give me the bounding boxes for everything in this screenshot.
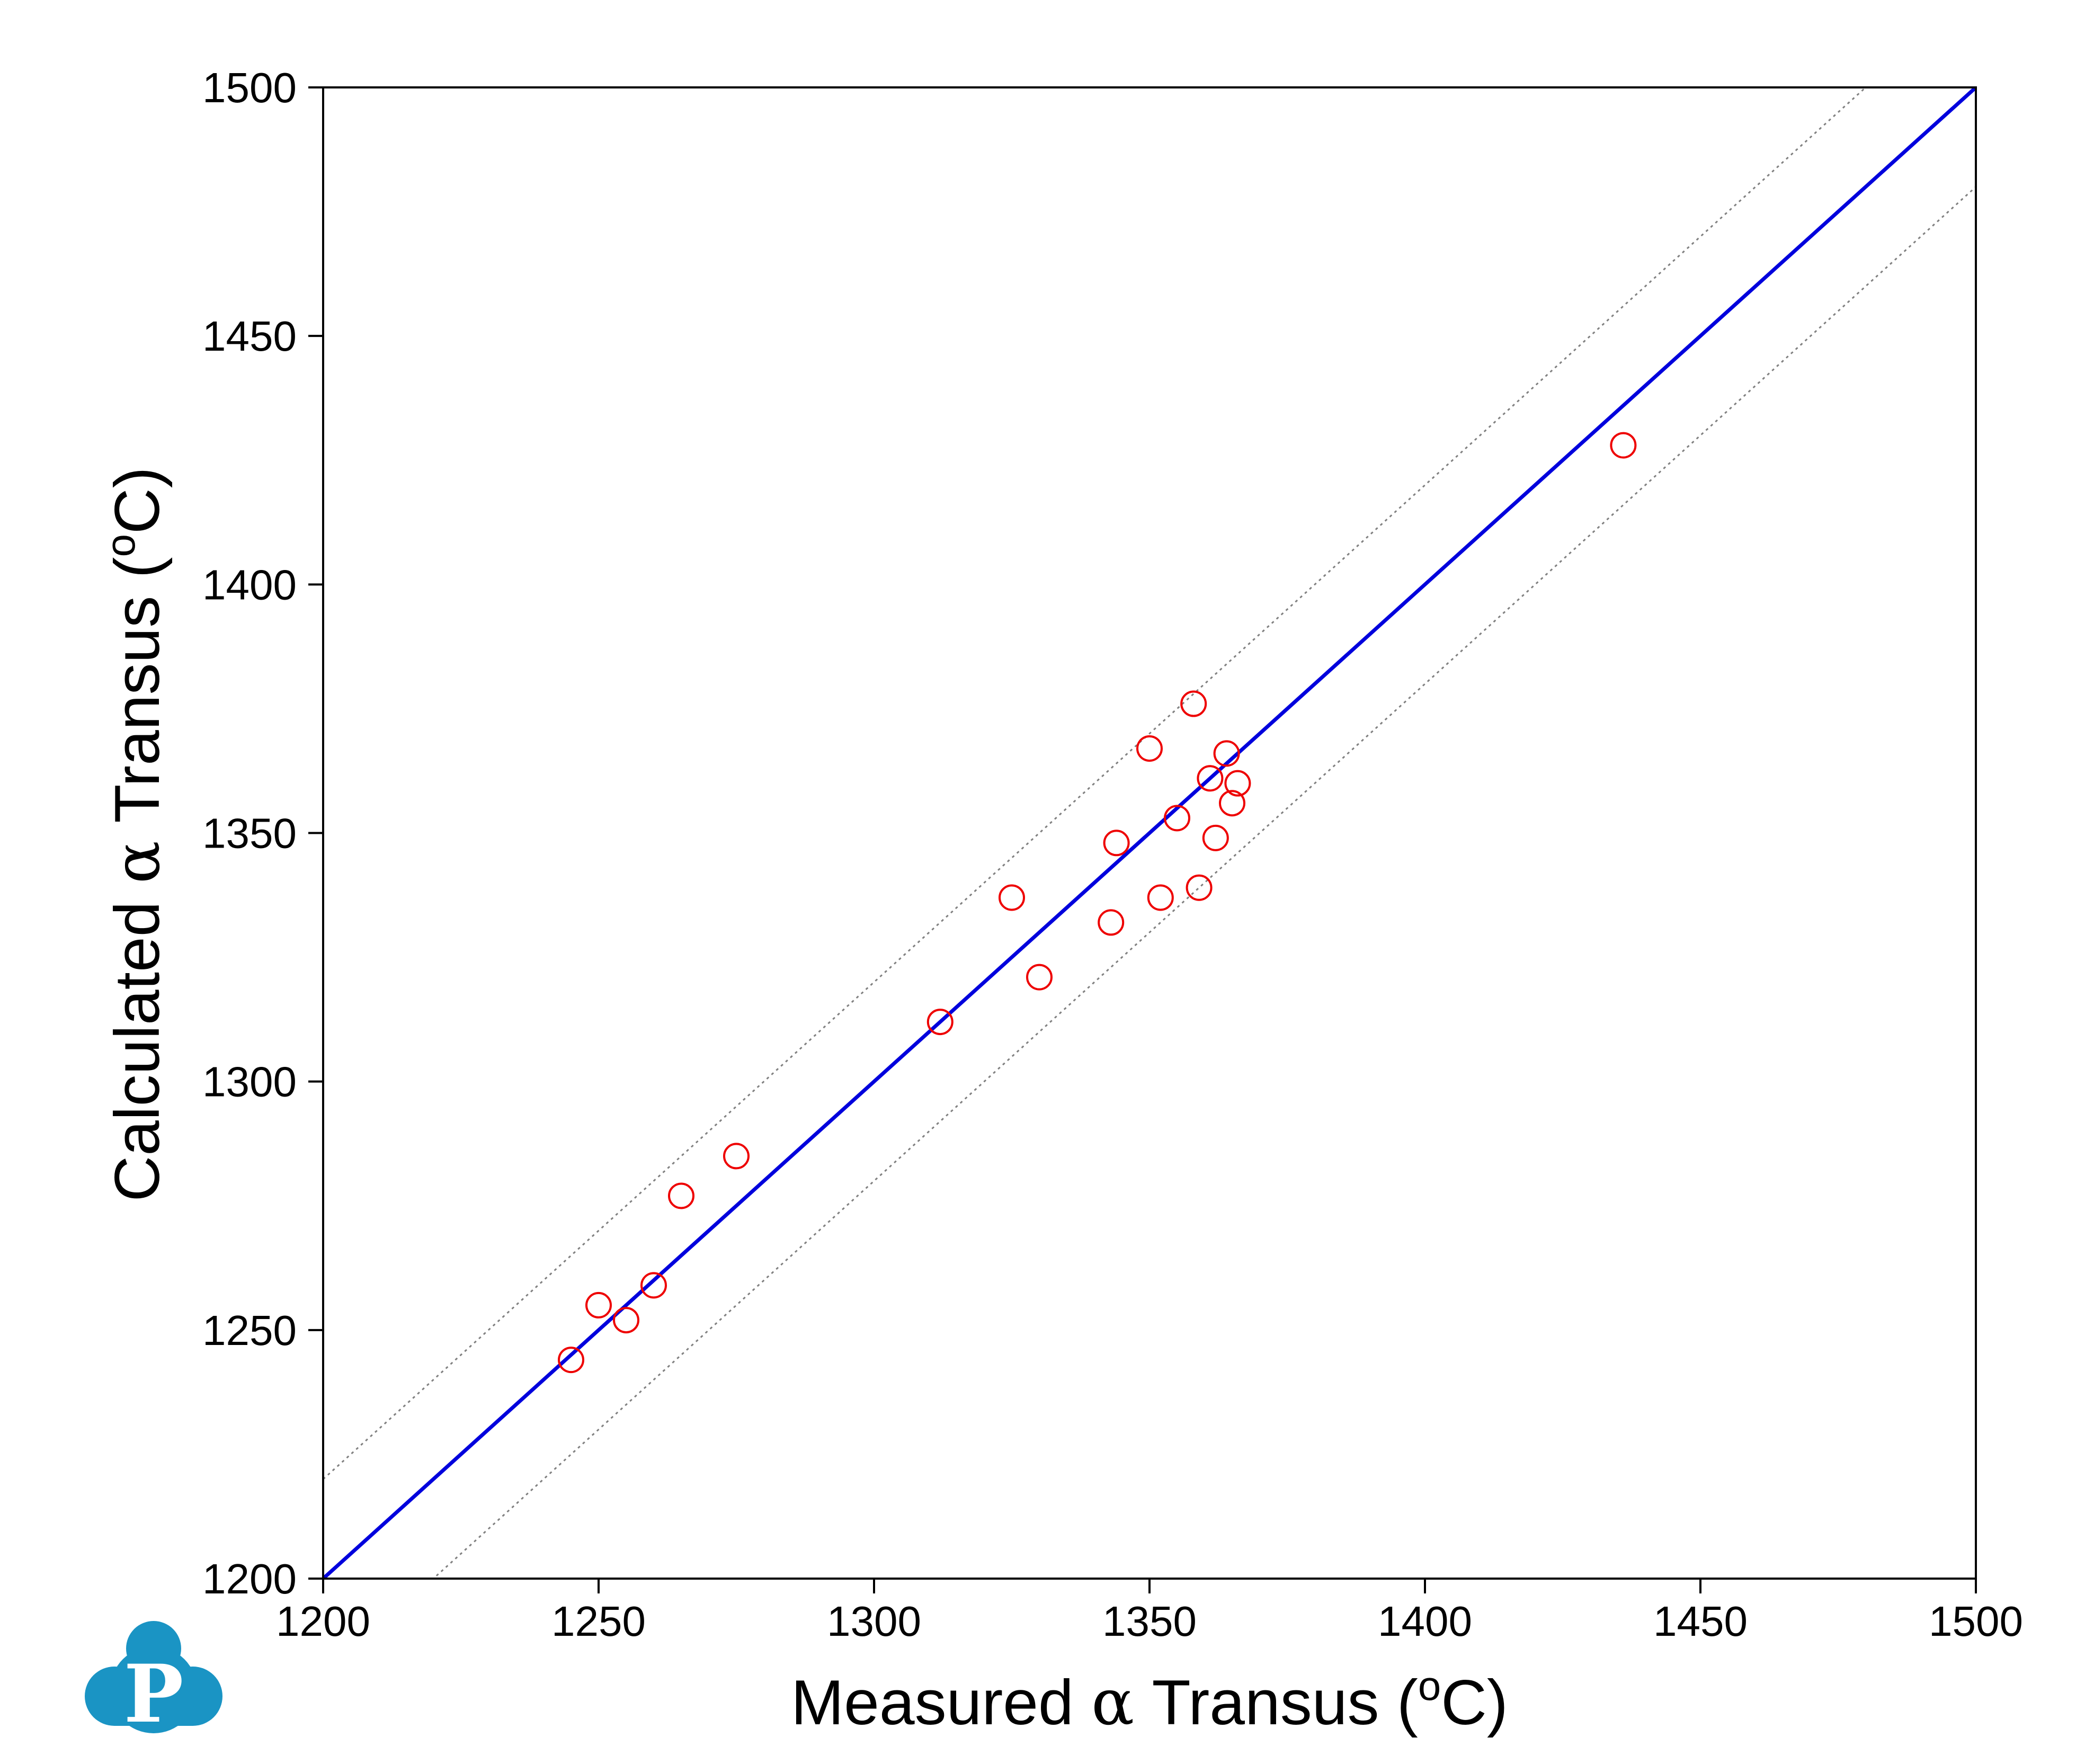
y-axis-title-suffix: C) [102,467,173,534]
x-axis-title-prefix: Measured [791,1667,1091,1738]
data-point [1164,805,1190,832]
x-tick-label: 1300 [827,1598,921,1645]
x-axis-title-greek: α [1091,1666,1134,1740]
x-axis-title-mid: Transus ( [1134,1667,1418,1738]
data-point [1219,790,1245,817]
x-tick-label: 1450 [1653,1598,1748,1645]
data-point [999,884,1025,911]
y-tick-label: 1300 [202,1058,297,1106]
y-axis-title: Calculated α Transus (oC) [97,467,174,1201]
reference-line-identity [323,87,1976,1579]
x-tick-label: 1350 [1102,1598,1197,1645]
data-point [668,1182,694,1209]
data-point [1098,909,1125,936]
y-axis-title-greek: α [101,841,174,884]
logo-cloud-shape [85,1621,222,1733]
y-axis-title-sup: o [97,534,144,557]
data-point [1180,690,1207,717]
pandat-logo: P [85,1621,222,1741]
data-point [723,1143,750,1170]
data-point [1610,432,1637,459]
logo-letter: P [124,1647,184,1741]
reference-line-lower-bound [432,186,1976,1579]
y-tick-label: 1500 [202,64,297,111]
y-axis-ticks: 1200 1250 1300 1350 1400 1450 1500 [202,64,323,1602]
reference-lines [323,87,1976,1579]
data-point [558,1347,584,1374]
x-axis-ticks: 1200 1250 1300 1350 1400 1450 1500 [276,1579,2023,1645]
data-point [585,1291,612,1318]
y-axis-title-mid: Transus ( [102,557,173,841]
data-point [1213,740,1240,767]
data-point [1186,874,1213,901]
x-axis-title: Measured α Transus (oC) [791,1662,1508,1740]
x-axis-title-suffix: C) [1441,1667,1508,1738]
x-axis-title-sup: o [1418,1662,1441,1709]
data-point [926,1009,954,1036]
y-tick-label: 1200 [202,1555,297,1602]
data-point [1202,824,1229,851]
data-point [1103,830,1130,857]
data-point [1197,765,1224,792]
data-point [1026,964,1053,991]
y-axis-title-prefix: Calculated [102,884,173,1201]
data-point [1147,884,1174,911]
data-point [1136,735,1163,762]
data-point [640,1272,667,1299]
y-tick-label: 1450 [202,313,297,360]
x-tick-label: 1400 [1378,1598,1472,1645]
y-tick-label: 1350 [202,810,297,857]
y-tick-label: 1400 [202,561,297,608]
data-point [1224,770,1251,797]
data-points [558,432,1637,1374]
x-tick-label: 1500 [1929,1598,2023,1645]
reference-line-upper-bound [323,87,1867,1480]
y-tick-label: 1250 [202,1307,297,1354]
x-tick-label: 1200 [276,1598,370,1645]
data-point [613,1307,639,1334]
x-tick-label: 1250 [551,1598,646,1645]
